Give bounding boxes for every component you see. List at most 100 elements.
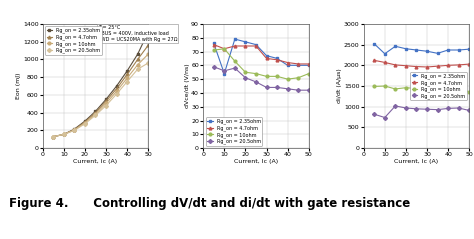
Rg_on = 20.5ohm — [306, 89, 311, 92]
Line: Rg_on = 10ohm: Rg_on = 10ohm — [373, 85, 471, 93]
Rg_on = 4.7ohm — [61, 133, 67, 136]
Rg_on = 4.7ohm — [445, 64, 451, 67]
Rg_on = 4.7ohm — [466, 63, 472, 65]
Rg_on = 4.7ohm — [82, 120, 88, 123]
Rg_on = 4.7ohm — [382, 61, 388, 64]
Rg_on = 10ohm — [232, 60, 237, 63]
Rg_on = 2.35ohm — [124, 70, 130, 72]
Rg_on = 10ohm — [392, 87, 398, 90]
Rg_on = 2.35ohm — [61, 133, 67, 136]
Rg_on = 2.35ohm — [232, 38, 237, 41]
Rg_on = 4.7ohm — [72, 128, 77, 131]
Rg_on = 20.5ohm — [92, 114, 98, 117]
Rg_on = 2.35ohm — [382, 52, 388, 55]
Rg_on = 4.7ohm — [403, 64, 409, 67]
Rg_on = 10ohm — [372, 85, 377, 88]
Rg_on = 10ohm — [414, 87, 419, 90]
Rg_on = 20.5ohm — [146, 61, 151, 64]
Line: Rg_on = 4.7ohm: Rg_on = 4.7ohm — [52, 44, 150, 138]
Rg_on = 20.5ohm — [456, 107, 462, 109]
Rg_on = 10ohm — [382, 85, 388, 87]
Rg_on = 10ohm — [103, 102, 109, 105]
Y-axis label: Eon (mJ): Eon (mJ) — [17, 73, 21, 99]
Rg_on = 20.5ohm — [382, 116, 388, 119]
Line: Rg_on = 20.5ohm: Rg_on = 20.5ohm — [52, 62, 150, 138]
Rg_on = 10ohm — [466, 90, 472, 93]
Rg_on = 4.7ohm — [146, 44, 151, 47]
Rg_on = 20.5ohm — [445, 107, 451, 110]
Rg_on = 4.7ohm — [414, 65, 419, 68]
Rg_on = 2.35ohm — [274, 57, 280, 60]
Rg_on = 4.7ohm — [135, 58, 140, 61]
Rg_on = 4.7ohm — [50, 135, 56, 138]
Rg_on = 20.5ohm — [61, 133, 67, 136]
Rg_on = 20.5ohm — [466, 109, 472, 112]
Legend: Rg_on = 2.35ohm, Rg_on = 4.7ohm, Rg_on = 10ohm, Rg_on = 20.5ohm: Rg_on = 2.35ohm, Rg_on = 4.7ohm, Rg_on =… — [206, 117, 262, 146]
Rg_on = 10ohm — [285, 78, 291, 81]
Rg_on = 20.5ohm — [403, 107, 409, 109]
Line: Rg_on = 2.35ohm: Rg_on = 2.35ohm — [373, 42, 471, 55]
Text: Figure 4.      Controlling dV/dt and di/dt with gate resistance: Figure 4. Controlling dV/dt and di/dt wi… — [9, 197, 411, 210]
Rg_on = 2.35ohm — [424, 50, 430, 53]
Rg_on = 2.35ohm — [92, 110, 98, 113]
Rg_on = 10ohm — [295, 76, 301, 79]
Rg_on = 2.35ohm — [306, 64, 311, 67]
Rg_on = 10ohm — [50, 135, 56, 138]
Rg_on = 4.7ohm — [221, 47, 227, 50]
Rg_on = 10ohm — [306, 72, 311, 75]
Legend: Rg_on = 2.35ohm, Rg_on = 4.7ohm, Rg_on = 10ohm, Rg_on = 20.5ohm: Rg_on = 2.35ohm, Rg_on = 4.7ohm, Rg_on =… — [45, 26, 102, 55]
Line: Rg_on = 20.5ohm: Rg_on = 20.5ohm — [212, 65, 310, 92]
Rg_on = 10ohm — [264, 75, 269, 78]
Rg_on = 4.7ohm — [264, 57, 269, 60]
Rg_on = 2.35ohm — [295, 64, 301, 67]
Rg_on = 20.5ohm — [72, 129, 77, 132]
Rg_on = 10ohm — [92, 113, 98, 115]
Legend: Rg_on = 2.35ohm, Rg_on = 4.7ohm, Rg_on = 10ohm, Rg_on = 20.5ohm: Rg_on = 2.35ohm, Rg_on = 4.7ohm, Rg_on =… — [410, 72, 467, 100]
Rg_on = 20.5ohm — [274, 86, 280, 89]
Rg_on = 2.35ohm — [456, 49, 462, 51]
Line: Rg_on = 10ohm: Rg_on = 10ohm — [212, 47, 310, 81]
Rg_on = 2.35ohm — [285, 64, 291, 67]
Rg_on = 10ohm — [456, 87, 462, 90]
Rg_on = 2.35ohm — [103, 98, 109, 101]
Rg_on = 10ohm — [274, 75, 280, 78]
Rg_on = 20.5ohm — [124, 80, 130, 83]
Rg_on = 2.35ohm — [435, 52, 440, 55]
Rg_on = 20.5ohm — [285, 87, 291, 90]
Rg_on = 2.35ohm — [72, 128, 77, 130]
Line: Rg_on = 2.35ohm: Rg_on = 2.35ohm — [212, 38, 310, 75]
Rg_on = 20.5ohm — [221, 69, 227, 72]
Rg_on = 2.35ohm — [264, 54, 269, 57]
Rg_on = 20.5ohm — [135, 68, 140, 71]
X-axis label: Current, Ic (A): Current, Ic (A) — [73, 159, 118, 164]
Rg_on = 2.35ohm — [466, 48, 472, 51]
Line: Rg_on = 10ohm: Rg_on = 10ohm — [52, 53, 150, 138]
X-axis label: Current, Ic (A): Current, Ic (A) — [234, 159, 278, 164]
Rg_on = 20.5ohm — [82, 122, 88, 125]
Rg_on = 20.5ohm — [114, 92, 119, 95]
Y-axis label: di/dt (A/μs): di/dt (A/μs) — [337, 69, 343, 103]
Rg_on = 20.5ohm — [372, 113, 377, 116]
Rg_on = 4.7ohm — [103, 100, 109, 103]
Rg_on = 10ohm — [82, 121, 88, 124]
Rg_on = 4.7ohm — [124, 73, 130, 76]
Rg_on = 4.7ohm — [285, 61, 291, 64]
Rg_on = 2.35ohm — [243, 40, 248, 43]
Rg_on = 2.35ohm — [114, 85, 119, 87]
Rg_on = 4.7ohm — [114, 87, 119, 90]
Rg_on = 4.7ohm — [372, 59, 377, 62]
Line: Rg_on = 20.5ohm: Rg_on = 20.5ohm — [373, 104, 471, 119]
Rg_on = 10ohm — [221, 47, 227, 50]
Rg_on = 4.7ohm — [424, 65, 430, 68]
Rg_on = 20.5ohm — [414, 107, 419, 110]
Rg_on = 2.35ohm — [50, 135, 56, 138]
Rg_on = 2.35ohm — [445, 49, 451, 51]
Rg_on = 2.35ohm — [135, 53, 140, 55]
Rg_on = 4.7ohm — [232, 44, 237, 47]
Rg_on = 4.7ohm — [456, 64, 462, 66]
Rg_on = 2.35ohm — [146, 30, 151, 33]
Rg_on = 20.5ohm — [264, 86, 269, 89]
Rg_on = 10ohm — [72, 129, 77, 131]
Rg_on = 20.5ohm — [243, 76, 248, 79]
Rg_on = 20.5ohm — [295, 89, 301, 92]
